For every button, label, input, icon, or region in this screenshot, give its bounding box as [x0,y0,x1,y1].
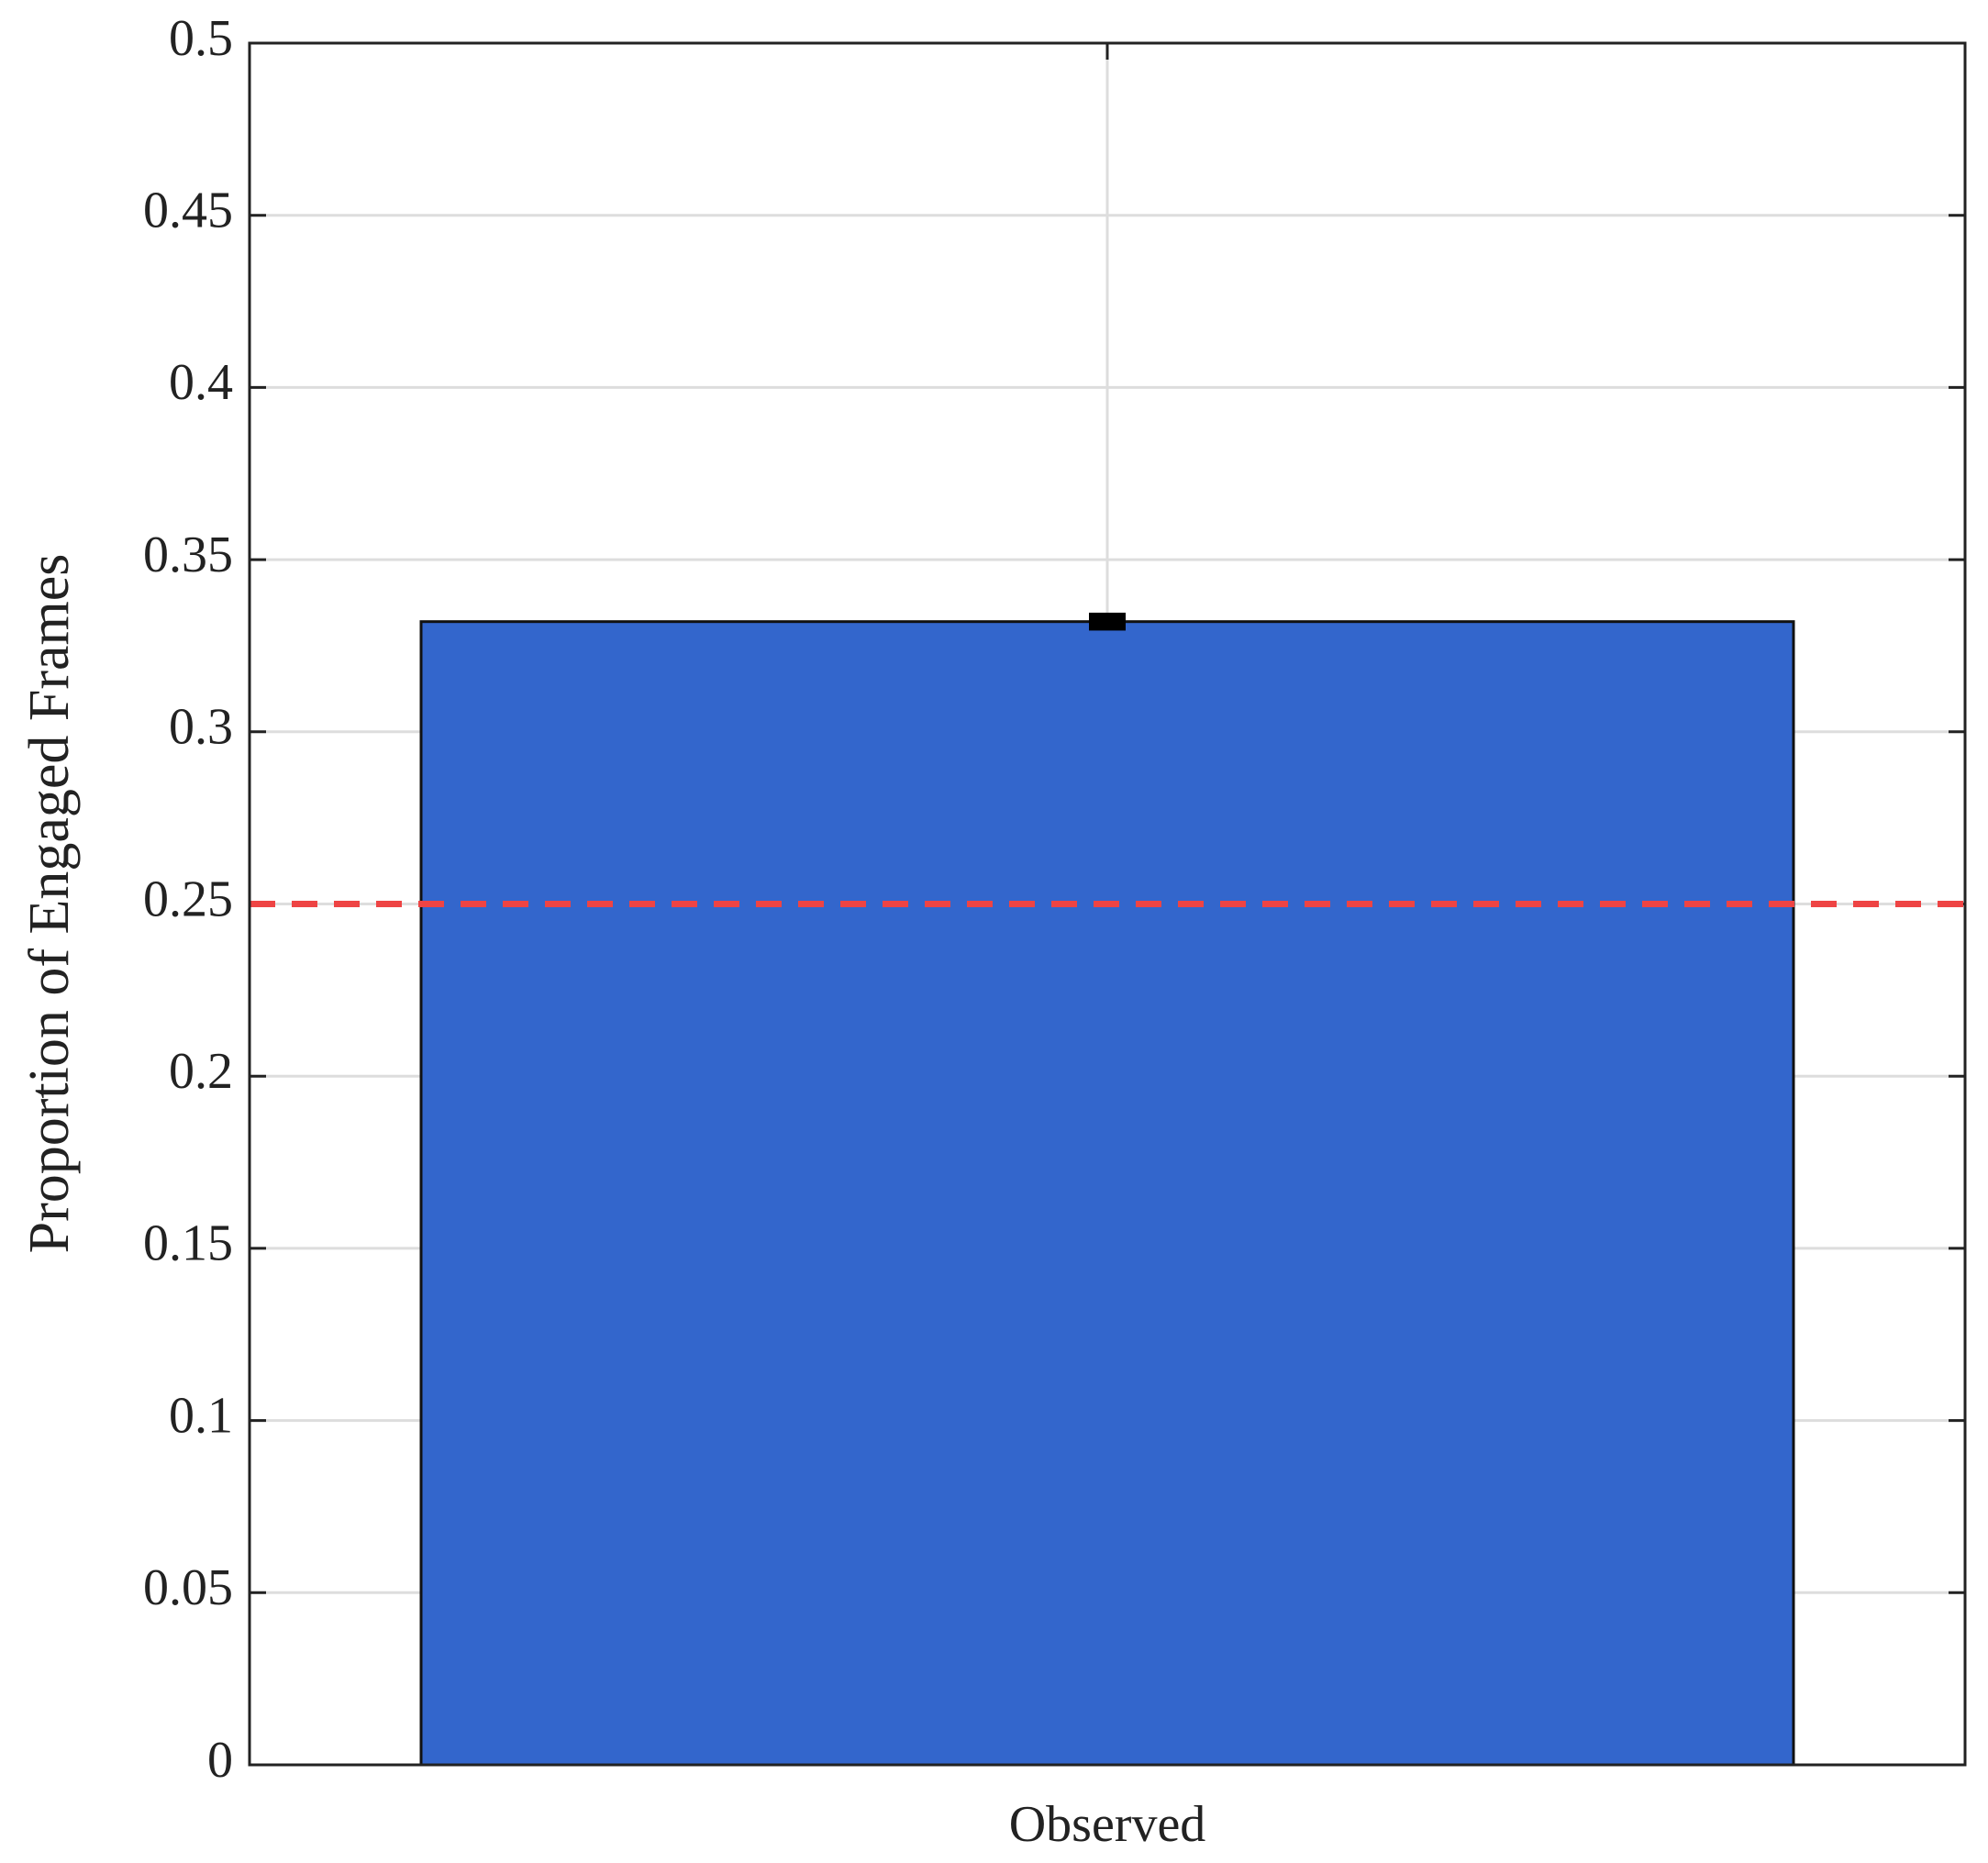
y-tick-label: 0.25 [143,871,233,927]
y-tick-label: 0.5 [169,10,233,67]
bar [419,620,1795,1767]
plot-frame [248,41,1967,1767]
y-tick-label: 0.15 [143,1215,233,1272]
y-tick-label: 0 [207,1732,233,1789]
y-axis-label: Proportion of Engaged Frames [18,554,81,1254]
y-tick-label: 0.2 [169,1043,233,1100]
y-tick-label: 0.35 [143,527,233,583]
y-tick-label: 0.3 [169,699,233,756]
y-tick-label: 0.45 [143,183,233,239]
error-bar [1089,612,1126,631]
y-tick-label: 0.05 [143,1559,233,1616]
x-tick-label: Observed [1009,1796,1206,1853]
y-tick-label: 0.4 [169,354,233,411]
y-tick-label: 0.1 [169,1387,233,1444]
